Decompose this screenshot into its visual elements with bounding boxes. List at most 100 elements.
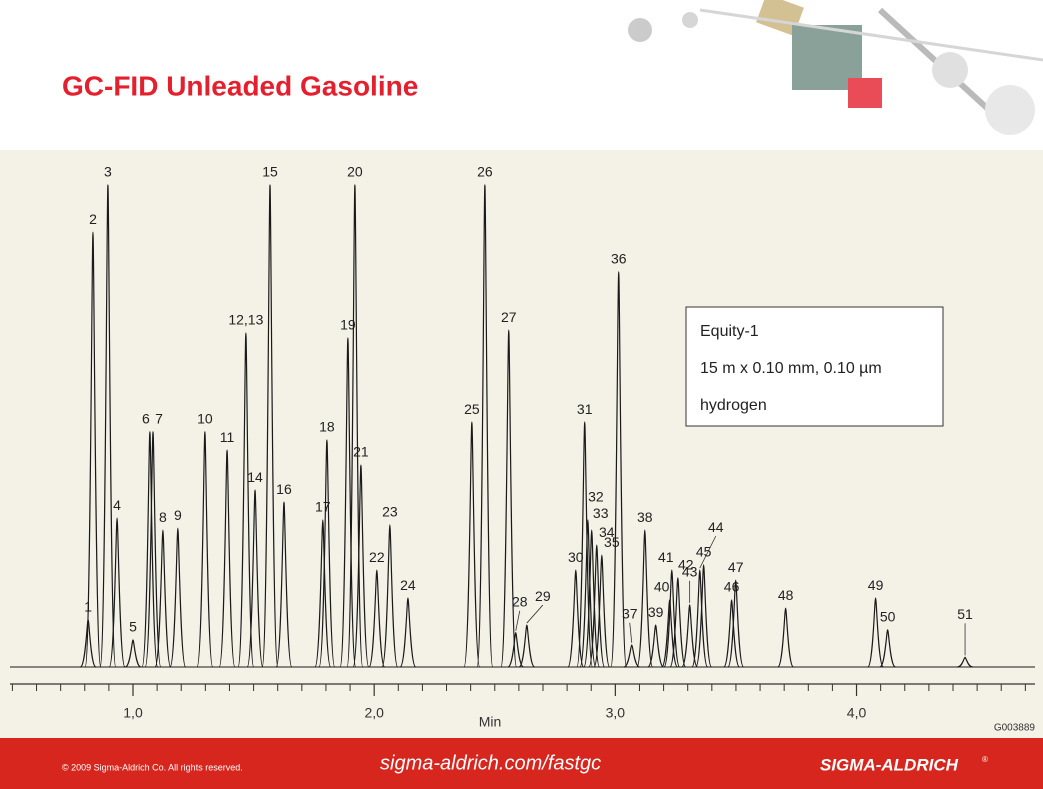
footer-bar (0, 738, 1043, 789)
peak (647, 624, 665, 668)
peak (669, 577, 687, 668)
peak (399, 597, 417, 668)
title: GC-FID Unleaded Gasoline (62, 70, 418, 101)
peak-label: 22 (369, 549, 385, 565)
peak-label: 25 (464, 401, 480, 417)
peak (261, 184, 279, 668)
peak-label: 47 (728, 559, 744, 575)
peak-label: 33 (593, 505, 609, 521)
peak (339, 337, 357, 668)
peak (246, 489, 264, 668)
peak-label: 27 (501, 309, 517, 325)
peak-label: 44 (708, 519, 724, 535)
peak-label: 28 (512, 593, 528, 609)
annotation-box (685, 306, 944, 427)
peak (623, 644, 640, 668)
peak (507, 632, 525, 668)
figure-code: G003889 (994, 723, 1036, 734)
peak-label: 41 (658, 549, 674, 565)
peak (723, 599, 740, 668)
peak (144, 431, 162, 668)
header-decoration (628, 0, 1043, 135)
peak (593, 554, 611, 668)
peak (695, 564, 713, 668)
peak (691, 569, 709, 668)
peak-label: 14 (247, 469, 263, 485)
peak (476, 184, 494, 668)
label-leader (515, 610, 521, 631)
peak-label: 35 (604, 534, 620, 550)
peak (381, 524, 399, 668)
peak-label: 32 (588, 489, 604, 505)
brand-mark: ® (982, 755, 988, 764)
peak (636, 529, 654, 668)
peak-label: 15 (262, 164, 278, 180)
peak-label: 11 (220, 429, 235, 445)
peak-label: 12,13 (228, 312, 263, 328)
x-axis-label: Min (479, 714, 502, 730)
peak (518, 624, 536, 668)
peak-label: 42 (678, 557, 694, 573)
peak (352, 464, 370, 668)
peak (218, 449, 236, 668)
peak (99, 184, 117, 668)
label-leader (699, 535, 717, 569)
footer-url[interactable]: sigma-aldrich.com/fastgc (380, 752, 601, 774)
peak-label: 3 (104, 164, 112, 180)
x-tick-label: 4,0 (847, 705, 867, 721)
peak-label: 31 (577, 401, 593, 417)
annotation-line: hydrogen (700, 397, 767, 414)
peak (84, 231, 102, 668)
peak (237, 332, 255, 668)
peak-label: 5 (129, 619, 137, 635)
peak-label: 23 (382, 504, 398, 520)
peak (463, 421, 481, 668)
peak-label: 30 (568, 549, 584, 565)
x-tick-label: 2,0 (364, 705, 384, 721)
peak (957, 656, 973, 668)
peak (169, 527, 187, 668)
copyright: © 2009 Sigma-Aldrich Co. All rights rese… (62, 762, 243, 772)
peak (368, 569, 386, 668)
annotation-line: Equity-1 (700, 323, 759, 340)
peak (196, 431, 214, 668)
peak (318, 439, 336, 668)
peak-label: 18 (319, 419, 335, 435)
peak-label: 8 (159, 509, 167, 525)
peak (663, 569, 681, 668)
peak (500, 329, 518, 668)
peak (108, 517, 126, 668)
peak-label: 26 (477, 164, 493, 180)
peak-label: 19 (340, 316, 356, 332)
peak-label: 6 (142, 410, 150, 426)
peak (681, 604, 699, 668)
peak (777, 607, 795, 668)
peak (610, 271, 628, 668)
peak (124, 639, 142, 668)
peak (154, 529, 172, 668)
peak-label: 49 (868, 577, 884, 593)
peak (583, 529, 601, 668)
peak-label: 4 (113, 497, 121, 513)
peak-label: 46 (724, 579, 740, 595)
peak-label: 45 (696, 544, 712, 560)
peak-label: 17 (315, 499, 331, 515)
peak-label: 7 (155, 410, 163, 426)
peak (727, 579, 745, 668)
peak-label: 51 (957, 606, 973, 622)
peak-label: 40 (654, 579, 670, 595)
peak-label: 39 (648, 604, 664, 620)
label-leader (629, 622, 633, 643)
peak-label: 37 (622, 606, 638, 622)
peak-label: 50 (880, 609, 896, 625)
peak (879, 629, 897, 668)
peak (588, 544, 606, 668)
peak-label: 36 (611, 250, 627, 266)
peak-label: 10 (197, 410, 213, 426)
peak-label: 9 (174, 507, 182, 523)
peak-label: 34 (599, 524, 615, 540)
peak (314, 519, 332, 668)
peak-label: 48 (778, 587, 794, 603)
peak (867, 597, 884, 668)
peak (141, 431, 159, 668)
